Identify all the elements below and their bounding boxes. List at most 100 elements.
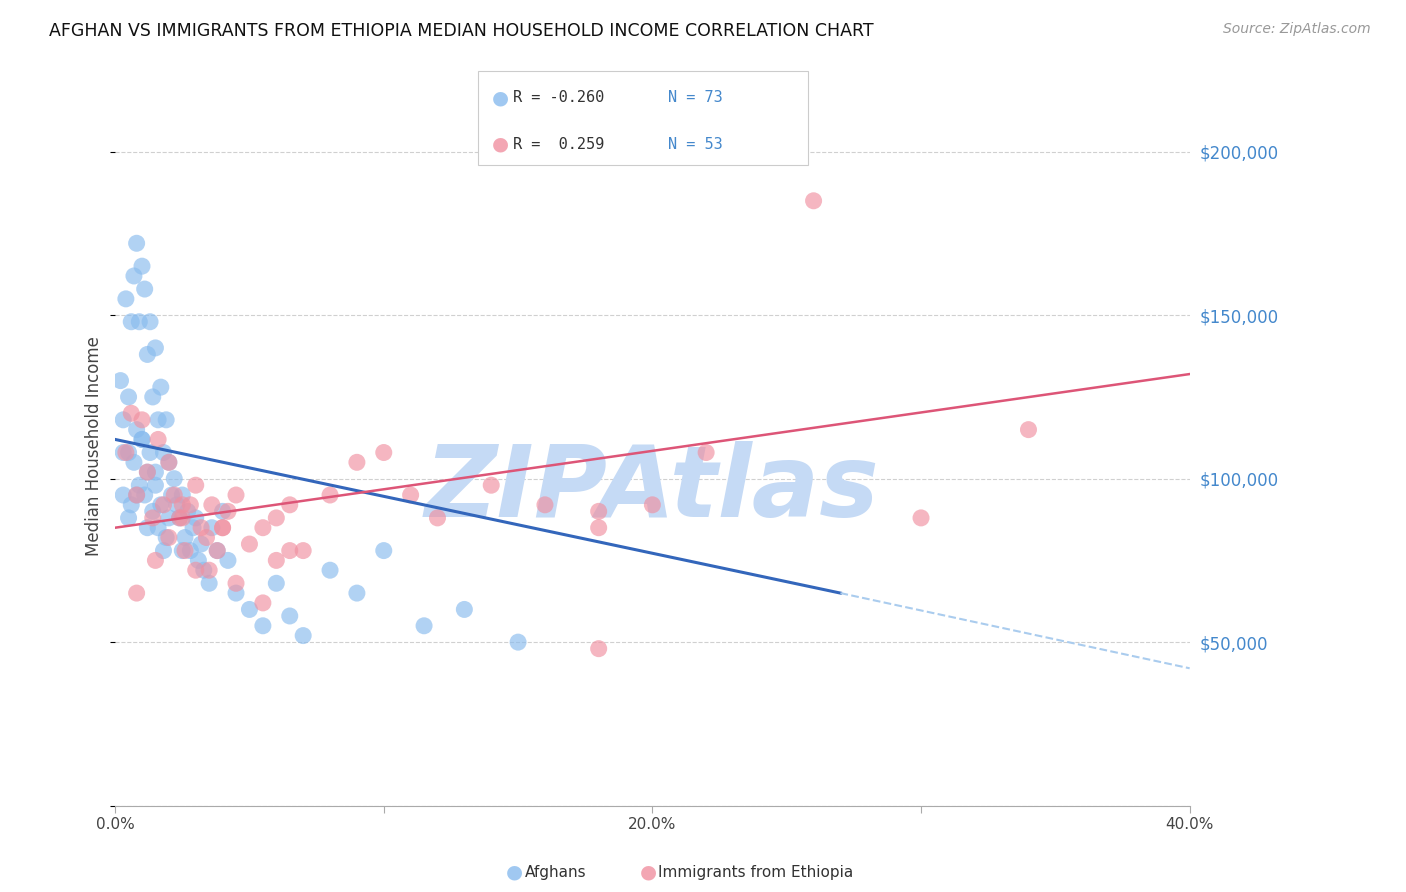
Afghans (112, 445, 135, 459)
Afghans (453, 602, 475, 616)
Immigrants from Ethiopia (588, 641, 610, 656)
Immigrants from Ethiopia (588, 521, 610, 535)
Immigrants from Ethiopia (172, 498, 194, 512)
Afghans (252, 619, 274, 633)
Afghans (169, 511, 191, 525)
Immigrants from Ethiopia (266, 553, 288, 567)
Afghans (131, 433, 153, 447)
Immigrants from Ethiopia (225, 488, 247, 502)
Afghans (278, 609, 301, 624)
Immigrants from Ethiopia (319, 488, 342, 502)
Text: AFGHAN VS IMMIGRANTS FROM ETHIOPIA MEDIAN HOUSEHOLD INCOME CORRELATION CHART: AFGHAN VS IMMIGRANTS FROM ETHIOPIA MEDIA… (49, 22, 875, 40)
Immigrants from Ethiopia (225, 576, 247, 591)
Afghans (163, 472, 186, 486)
Afghans (134, 488, 156, 502)
Afghans (142, 504, 165, 518)
Immigrants from Ethiopia (399, 488, 422, 502)
Afghans (160, 488, 183, 502)
Afghans (145, 341, 167, 355)
Text: Afghans: Afghans (524, 865, 586, 880)
Immigrants from Ethiopia (211, 521, 233, 535)
Immigrants from Ethiopia (125, 488, 148, 502)
Text: ZIPAtlas: ZIPAtlas (425, 441, 880, 538)
Afghans (193, 563, 215, 577)
Afghans (145, 465, 167, 479)
Immigrants from Ethiopia (426, 511, 449, 525)
Afghans (373, 543, 395, 558)
Immigrants from Ethiopia (211, 521, 233, 535)
Afghans (136, 347, 159, 361)
Immigrants from Ethiopia (534, 498, 557, 512)
Immigrants from Ethiopia (292, 543, 315, 558)
Immigrants from Ethiopia (169, 511, 191, 525)
Immigrants from Ethiopia (695, 445, 717, 459)
Afghans (149, 380, 172, 394)
Afghans (120, 315, 142, 329)
Afghans (125, 423, 148, 437)
Afghans (172, 543, 194, 558)
Immigrants from Ethiopia (195, 531, 218, 545)
Immigrants from Ethiopia (125, 586, 148, 600)
Text: Immigrants from Ethiopia: Immigrants from Ethiopia (658, 865, 853, 880)
Afghans (112, 488, 135, 502)
Immigrants from Ethiopia (184, 563, 207, 577)
Afghans (184, 511, 207, 525)
Afghans (506, 635, 529, 649)
Immigrants from Ethiopia (115, 445, 138, 459)
Afghans (136, 465, 159, 479)
Immigrants from Ethiopia (184, 478, 207, 492)
Afghans (157, 455, 180, 469)
Afghans (131, 433, 153, 447)
Afghans (112, 413, 135, 427)
Afghans (225, 586, 247, 600)
Afghans (139, 315, 162, 329)
Afghans (172, 488, 194, 502)
Text: R = -0.260: R = -0.260 (513, 90, 605, 105)
Immigrants from Ethiopia (190, 521, 212, 535)
Afghans (205, 543, 228, 558)
Afghans (174, 531, 197, 545)
Afghans (190, 537, 212, 551)
Text: R =  0.259: R = 0.259 (513, 136, 605, 152)
Text: ●: ● (506, 863, 523, 882)
Immigrants from Ethiopia (252, 596, 274, 610)
Afghans (125, 236, 148, 251)
Afghans (131, 259, 153, 273)
Immigrants from Ethiopia (217, 504, 239, 518)
Immigrants from Ethiopia (172, 511, 194, 525)
Text: N = 73: N = 73 (668, 90, 723, 105)
Afghans (211, 504, 233, 518)
Immigrants from Ethiopia (266, 511, 288, 525)
Y-axis label: Median Household Income: Median Household Income (86, 336, 103, 556)
Afghans (146, 521, 169, 535)
Afghans (115, 292, 138, 306)
Immigrants from Ethiopia (131, 413, 153, 427)
Immigrants from Ethiopia (278, 543, 301, 558)
Afghans (155, 531, 177, 545)
Afghans (125, 488, 148, 502)
Afghans (128, 315, 150, 329)
Afghans (198, 576, 221, 591)
Text: ●: ● (640, 863, 657, 882)
Immigrants from Ethiopia (120, 406, 142, 420)
Afghans (346, 586, 368, 600)
Immigrants from Ethiopia (641, 498, 664, 512)
Immigrants from Ethiopia (157, 531, 180, 545)
Immigrants from Ethiopia (238, 537, 260, 551)
Afghans (319, 563, 342, 577)
Immigrants from Ethiopia (145, 553, 167, 567)
Immigrants from Ethiopia (201, 498, 224, 512)
Afghans (149, 498, 172, 512)
Afghans (134, 282, 156, 296)
Text: N = 53: N = 53 (668, 136, 723, 152)
Afghans (155, 413, 177, 427)
Immigrants from Ethiopia (373, 445, 395, 459)
Immigrants from Ethiopia (252, 521, 274, 535)
Afghans (120, 498, 142, 512)
Afghans (128, 478, 150, 492)
Text: Source: ZipAtlas.com: Source: ZipAtlas.com (1223, 22, 1371, 37)
Afghans (266, 576, 288, 591)
Afghans (117, 511, 139, 525)
Afghans (187, 553, 209, 567)
Afghans (238, 602, 260, 616)
